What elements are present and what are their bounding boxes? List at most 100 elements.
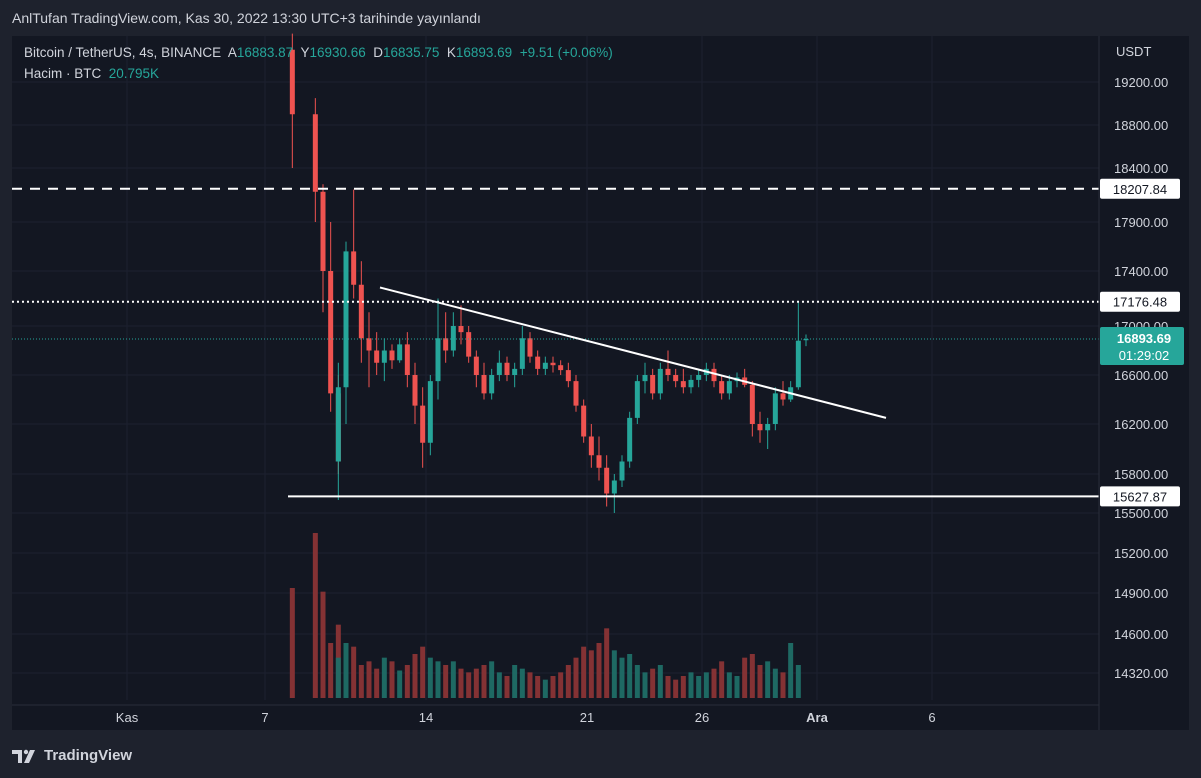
volume-bar	[473, 668, 479, 698]
volume-bar	[435, 661, 441, 698]
volume-bar	[504, 676, 510, 698]
volume-bar	[289, 588, 295, 698]
volume-bar	[665, 676, 671, 698]
volume-bar	[611, 650, 617, 698]
volume-bar	[535, 676, 541, 698]
candle-body	[673, 375, 679, 382]
currency-label: USDT	[1116, 44, 1151, 59]
price-tag-label: 18207.84	[1113, 182, 1167, 197]
candle-body	[458, 326, 464, 333]
tradingview-logo-icon	[12, 749, 35, 763]
candle-body	[328, 271, 334, 394]
volume-label: Hacim · BTC	[24, 66, 102, 81]
candle-body	[634, 381, 640, 418]
volume-bar	[642, 672, 648, 698]
chart-pane[interactable]	[12, 36, 1189, 730]
time-tick-label: 21	[580, 710, 594, 725]
volume-bar	[673, 679, 679, 698]
candle-body	[389, 350, 395, 361]
candle-body	[335, 387, 341, 462]
volume-bar	[542, 679, 548, 698]
candle-body	[803, 339, 809, 341]
volume-bar	[343, 643, 349, 698]
volume-bar	[420, 646, 426, 698]
descending-trendline	[379, 286, 887, 419]
time-tick-label: Ara	[806, 710, 828, 725]
price-tick-label: 15200.00	[1114, 546, 1168, 561]
candle-body	[427, 381, 433, 443]
candle-body	[772, 393, 778, 424]
price-tick-label: 15500.00	[1114, 506, 1168, 521]
price-tick-label: 18800.00	[1114, 118, 1168, 133]
candle-body	[550, 362, 556, 366]
volume-bar	[527, 672, 533, 698]
volume-bar	[650, 668, 656, 698]
candle-body	[351, 251, 357, 285]
candle-body	[420, 405, 426, 443]
time-tick-label: 7	[261, 710, 268, 725]
volume-bar	[772, 668, 778, 698]
volume-bar	[711, 668, 717, 698]
candle-body	[481, 375, 487, 394]
candle-body	[404, 344, 410, 375]
volume-bar	[481, 665, 487, 698]
candle-body	[381, 350, 387, 363]
volume-bar	[550, 676, 556, 698]
open-label: A	[227, 45, 237, 60]
bar-countdown: 01:29:02	[1119, 348, 1170, 363]
candle-body	[657, 368, 663, 394]
last-price-tag-bg	[1100, 327, 1184, 366]
candle-body	[765, 424, 771, 431]
brand-name: TradingView	[44, 747, 133, 764]
close-label: K	[446, 45, 456, 60]
volume-bar	[734, 676, 740, 698]
volume-bar	[634, 665, 640, 698]
high-label: Y	[300, 45, 310, 60]
candle-body	[757, 424, 763, 431]
candle-body	[627, 417, 633, 462]
price-tag-bg	[1100, 486, 1180, 507]
candle-body	[780, 393, 786, 400]
publish-note: AnlTufan TradingView.com, Kas 30, 2022 1…	[12, 10, 481, 26]
candle-body	[542, 362, 548, 369]
volume-bar	[458, 668, 464, 698]
candle-body	[512, 368, 518, 375]
volume-bar	[696, 676, 702, 698]
candle-body	[596, 455, 602, 468]
volume-bar	[627, 654, 633, 698]
candle-body	[412, 375, 418, 406]
volume-bar	[749, 654, 755, 698]
volume-bar	[489, 661, 495, 698]
volume-bar	[565, 665, 571, 698]
open-value: 16883.87	[236, 45, 294, 60]
volume-bar	[619, 657, 625, 698]
time-tick-label: 14	[419, 710, 433, 725]
high-value: 16930.66	[309, 45, 366, 60]
price-tick-label: 17900.00	[1114, 215, 1168, 230]
candle-body	[443, 338, 449, 351]
volume-legend: Hacim · BTC 20.795K	[24, 66, 159, 81]
candle-body	[504, 362, 510, 375]
candle-body	[726, 381, 732, 394]
volume-bar	[604, 628, 610, 698]
tradingview-brand[interactable]: TradingView	[12, 747, 132, 764]
price-tag-label: 17176.48	[1113, 295, 1167, 310]
price-tick-label: 15800.00	[1114, 467, 1168, 482]
price-tick-label: 16200.00	[1114, 417, 1168, 432]
candle-body	[680, 381, 686, 388]
price-tick-label: 14600.00	[1114, 627, 1168, 642]
volume-bar	[596, 643, 602, 698]
volume-bar	[795, 665, 801, 698]
volume-bar	[765, 661, 771, 698]
volume-bar	[581, 646, 587, 698]
candle-body	[611, 480, 617, 494]
volume-bar	[427, 657, 433, 698]
candle-body	[588, 436, 594, 456]
volume-bar	[397, 670, 403, 698]
volume-bar	[381, 657, 387, 698]
volume-bar	[688, 672, 694, 698]
price-tag-label: 15627.87	[1113, 489, 1167, 504]
price-tick-label: 17400.00	[1114, 264, 1168, 279]
candle-body	[604, 467, 610, 494]
